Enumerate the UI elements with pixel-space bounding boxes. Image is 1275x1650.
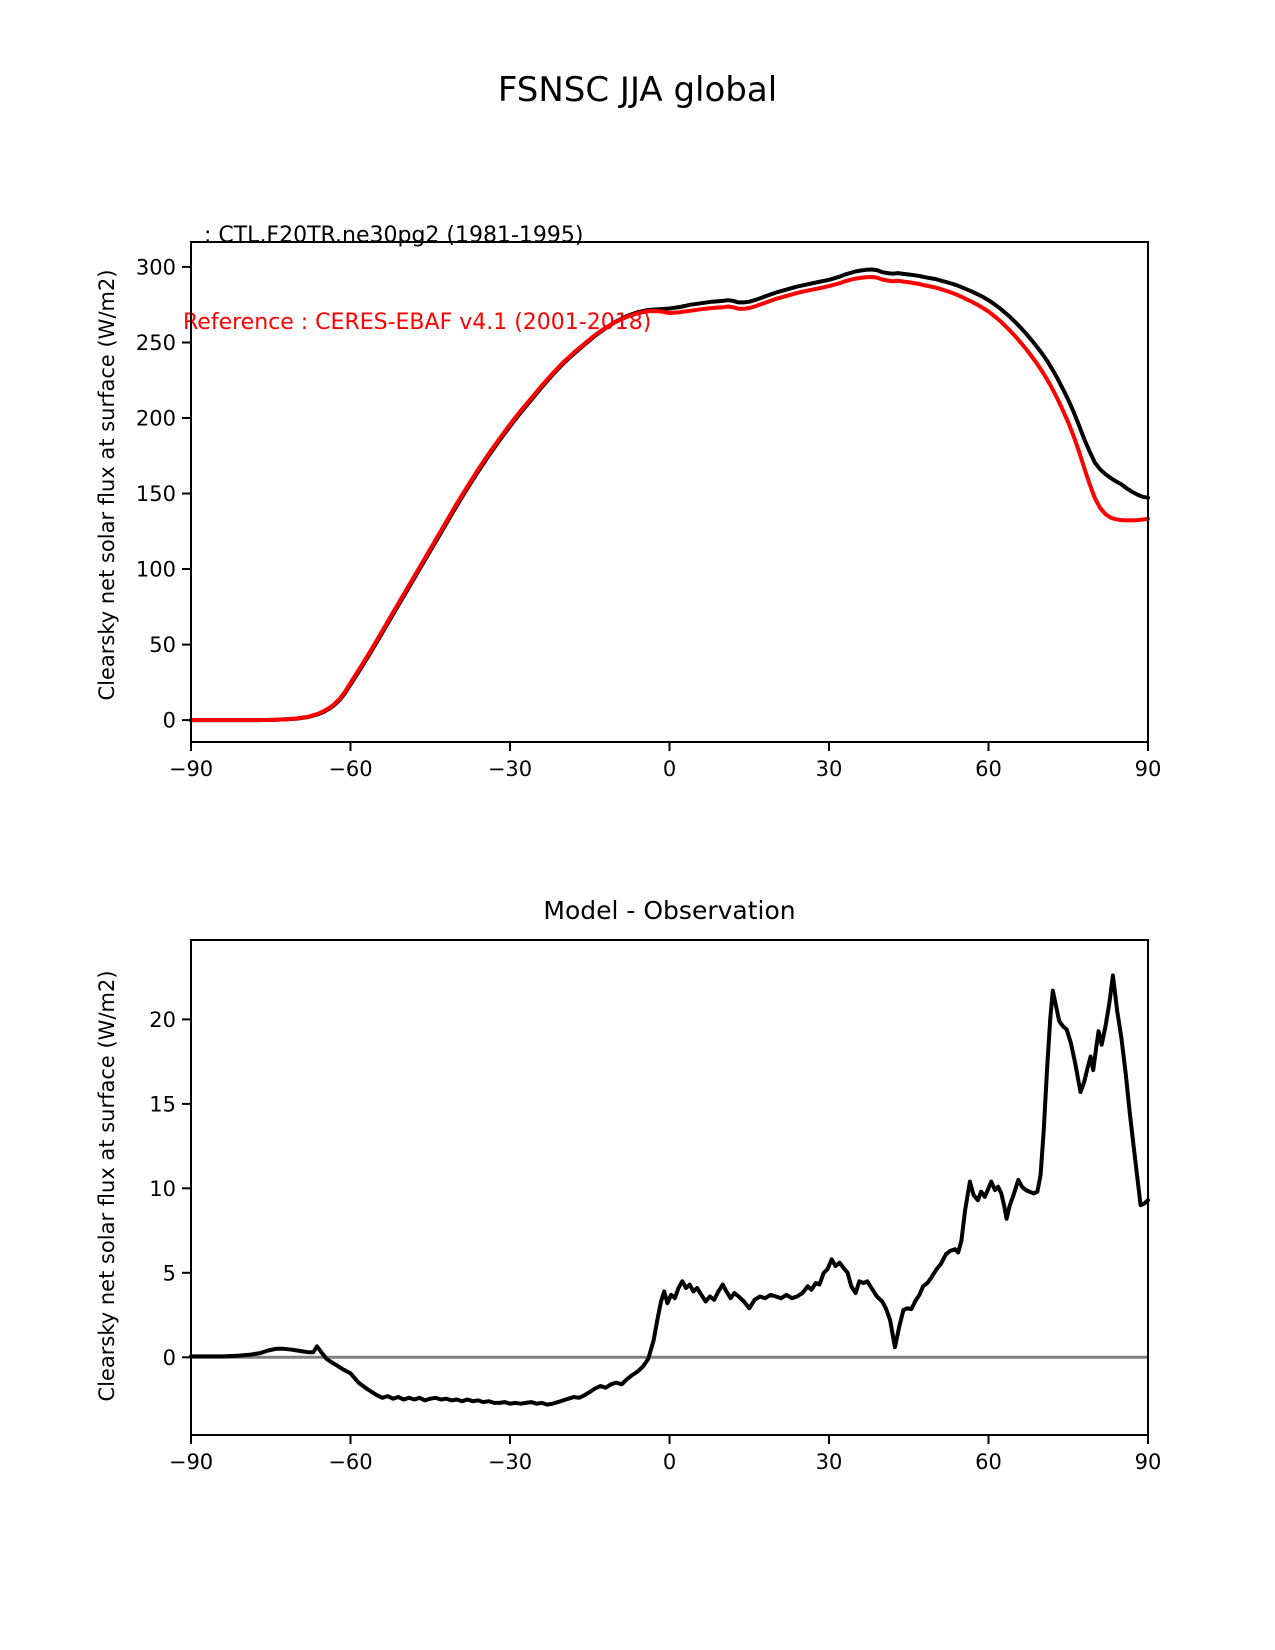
x-tick-label: 0 bbox=[663, 1450, 676, 1474]
top-y-axis-label: Clearsky net solar flux at surface (W/m2… bbox=[95, 269, 119, 701]
bottom-y-axis-label: Clearsky net solar flux at surface (W/m2… bbox=[95, 970, 119, 1402]
y-tick-label: 10 bbox=[149, 1177, 176, 1201]
x-tick-label: 30 bbox=[816, 1450, 843, 1474]
y-tick-label: 5 bbox=[163, 1261, 176, 1285]
x-tick-label: 30 bbox=[816, 757, 843, 781]
plot-frame bbox=[190, 939, 1149, 1436]
legend-item-reference: Reference : CERES-EBAF v4.1 (2001-2018) bbox=[183, 310, 652, 335]
x-tick-label: −90 bbox=[169, 1450, 213, 1474]
plot-frame bbox=[190, 241, 1149, 743]
bottom-chart: −90 −60 −30 0 30 60 90 0 5 10 15 20 bbox=[149, 939, 1161, 1474]
x-tick-label: 60 bbox=[975, 1450, 1002, 1474]
x-tick-label: −30 bbox=[488, 1450, 532, 1474]
y-tick-label: 200 bbox=[136, 407, 176, 431]
figure-title: FSNSC JJA global bbox=[497, 70, 778, 110]
y-tick-label: 15 bbox=[149, 1092, 176, 1116]
bottom-chart-title: Model - Observation bbox=[543, 896, 796, 925]
y-tick-label: 300 bbox=[136, 255, 176, 279]
model-line bbox=[189, 267, 1150, 723]
legend-item-model: : CTL.F20TR.ne30pg2 (1981-1995) bbox=[183, 223, 584, 248]
x-tick-label: 60 bbox=[975, 757, 1002, 781]
x-tick-label: 90 bbox=[1135, 1450, 1162, 1474]
y-tick-label: 150 bbox=[136, 482, 176, 506]
reference-line bbox=[189, 275, 1150, 723]
x-tick-label: −60 bbox=[328, 1450, 372, 1474]
y-tick-label: 100 bbox=[136, 558, 176, 582]
difference-line bbox=[189, 973, 1150, 1407]
x-tick-label: −90 bbox=[169, 757, 213, 781]
x-tick-label: 0 bbox=[663, 757, 676, 781]
x-tick-label: −60 bbox=[328, 757, 372, 781]
top-chart: −90 −60 −30 0 30 60 90 0 50 100 150 200 250 300 bbox=[136, 241, 1161, 781]
legend: : CTL.F20TR.ne30pg2 (1981-1995) Referenc… bbox=[183, 163, 651, 395]
y-tick-label: 250 bbox=[136, 331, 176, 355]
y-tick-label: 50 bbox=[149, 633, 176, 657]
y-tick-label: 0 bbox=[163, 1346, 176, 1370]
x-tick-label: 90 bbox=[1135, 757, 1162, 781]
y-tick-label: 20 bbox=[149, 1008, 176, 1032]
x-tick-label: −30 bbox=[488, 757, 532, 781]
y-tick-label: 0 bbox=[163, 709, 176, 733]
